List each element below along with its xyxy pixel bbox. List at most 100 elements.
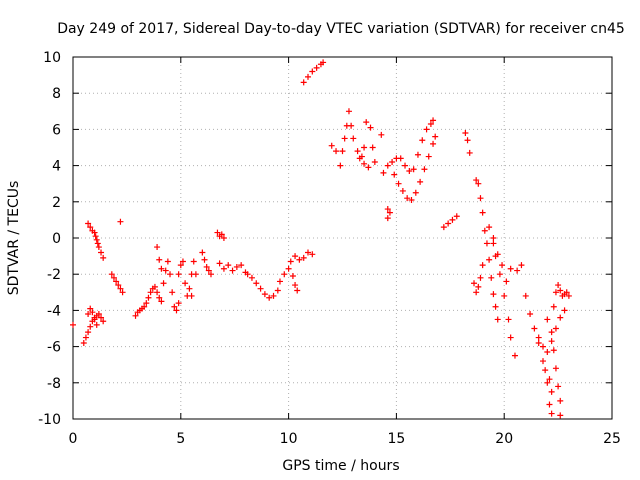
data-point [156,256,163,263]
data-point [87,323,94,330]
data-point [557,314,564,321]
data-point [548,338,555,345]
data-point [203,263,210,270]
data-point [427,120,434,127]
data-point [384,162,391,169]
data-point [82,334,89,341]
data-point [423,126,430,133]
data-point [531,325,538,332]
data-point [98,314,105,321]
data-point [95,244,102,251]
data-point [169,289,176,296]
data-point [488,274,495,281]
data-point [430,140,437,147]
x-tick-label: 10 [280,431,298,447]
data-point [378,131,385,138]
data-point [365,164,372,171]
data-point [173,307,180,314]
data-point [162,267,169,274]
data-point [95,311,102,318]
data-point [345,108,352,115]
data-point [94,240,101,247]
y-tick-label: -4 [47,303,61,319]
data-point [229,267,236,274]
data-point [177,262,184,269]
data-point [70,321,76,328]
data-point [514,267,521,274]
data-point [333,148,340,155]
data-point [511,352,518,359]
data-point [154,289,161,296]
data-point [305,249,312,256]
data-point [486,224,493,231]
data-point [305,73,312,80]
data-point [98,249,105,256]
data-point [225,262,232,269]
data-point [292,253,299,260]
data-point [507,265,514,272]
data-point [462,130,469,137]
data-point [550,303,557,310]
tick-labels: 0 5 10 15 20 25 -10 -8 -6 -4 -2 0 2 4 6 8 10 [38,50,621,447]
y-tick-label: 8 [52,86,61,102]
data-point [479,209,486,216]
data-point [483,240,490,247]
data-point [471,280,478,287]
data-point [158,298,165,305]
data-point [320,59,327,66]
data-point [557,397,564,404]
data-point [233,263,240,270]
data-point [518,262,525,269]
data-point [501,292,508,299]
data-point [499,262,506,269]
data-point [527,311,534,318]
data-point [430,117,437,124]
data-point [91,229,98,236]
data-point [87,224,94,231]
data-point [419,137,426,144]
data-point [285,265,292,272]
data-point [490,291,497,298]
data-point [548,329,555,336]
data-point [337,162,344,169]
x-tick-label: 25 [603,431,621,447]
data-point [492,303,499,310]
data-point [167,271,174,278]
data-point [354,148,361,155]
data-point [563,289,570,296]
data-point [108,271,115,278]
data-point [87,305,94,312]
data-point [341,135,348,142]
data-point [507,334,514,341]
data-point [477,274,484,281]
data-point [361,144,368,151]
data-point [445,220,452,227]
data-point [475,283,482,290]
data-point [188,292,195,299]
data-point [546,401,553,408]
data-point [412,189,419,196]
data-point [92,233,99,240]
data-point [522,292,529,299]
data-point [220,235,227,241]
data-point [85,329,92,336]
data-point [175,271,182,278]
data-point [110,274,117,281]
data-point [380,169,387,176]
data-point [481,227,488,234]
data-point [309,68,316,75]
data-point [248,274,255,281]
data-point [164,258,171,265]
y-axis-label: SDTVAR / TECUs [6,181,22,296]
data-point [182,280,189,287]
data-point [371,158,378,165]
data-point [309,251,316,258]
data-point [384,215,391,222]
data-point [190,258,197,265]
x-tick-label: 15 [387,431,405,447]
data-point [552,325,559,332]
data-point [292,282,299,289]
data-point [363,119,370,126]
data-point [192,271,199,278]
data-point [490,235,497,241]
